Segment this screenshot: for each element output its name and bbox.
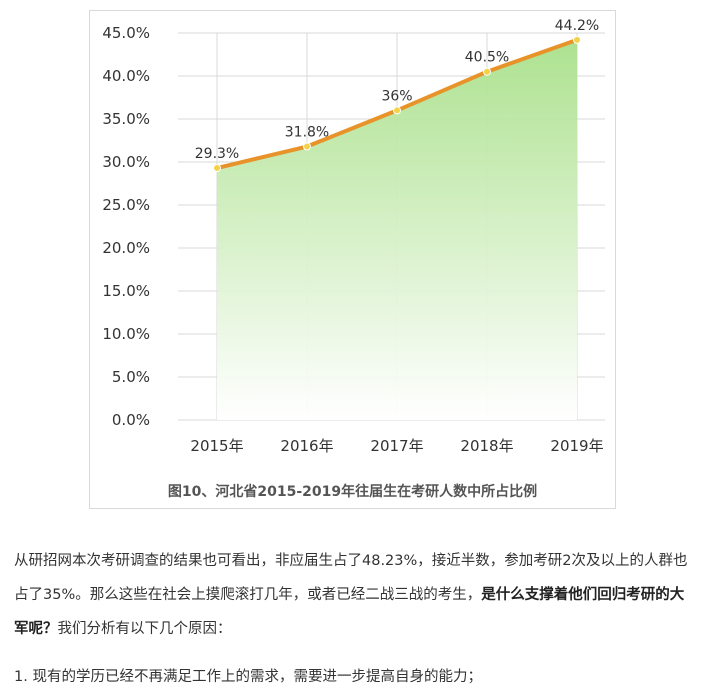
article-paragraph: 从研招网本次考研调查的结果也可看出，非应届生占了48.23%，接近半数，参加考研…	[14, 544, 694, 646]
chart-figure: 0.0% 5.0% 10.0% 15.0% 20.0% 25.0% 30.0% 35.0% 40…	[89, 10, 616, 509]
y-tick-label: 25.0%	[102, 196, 150, 214]
list-item: 1. 现有的学历已经不再满足工作上的需求，需要进一步提高自身的能力；	[14, 669, 482, 685]
y-tick-label: 45.0%	[102, 24, 150, 42]
y-tick-label: 40.0%	[102, 67, 150, 85]
figure-caption: 图10、河北省2015-2019年往届生在考研人数中所占比例	[167, 484, 538, 500]
x-tick-label: 2016年	[280, 437, 333, 455]
data-point	[483, 67, 491, 76]
y-tick-label: 5.0%	[112, 368, 150, 386]
data-point	[213, 164, 221, 173]
data-label: 36%	[381, 88, 412, 104]
y-tick-label: 10.0%	[102, 325, 150, 343]
paragraph-tail-text: 我们分析有以下几个原因：	[57, 621, 232, 637]
paragraph-text: 从研招网本次考研调查的结果也可看出，非应届生占了48.23%，接近半数，参加考研…	[14, 553, 688, 603]
data-point	[393, 106, 401, 115]
data-point	[573, 35, 581, 44]
data-label: 40.5%	[465, 50, 509, 66]
data-label: 29.3%	[195, 146, 239, 162]
data-point	[303, 142, 311, 151]
x-tick-label: 2018年	[460, 437, 513, 455]
y-tick-label: 15.0%	[102, 282, 150, 300]
data-label: 44.2%	[555, 18, 599, 34]
y-tick-label: 0.0%	[112, 411, 150, 429]
x-tick-label: 2015年	[190, 437, 243, 455]
data-label: 31.8%	[285, 125, 329, 141]
series-area	[217, 39, 577, 420]
y-tick-label: 20.0%	[102, 239, 150, 257]
line-area-chart: 0.0% 5.0% 10.0% 15.0% 20.0% 25.0% 30.0% 35.0% 40…	[102, 18, 605, 455]
paragraph-bold-text: 是什么支撑着他们回归考研的大军呢？	[14, 587, 685, 637]
article-body: 从研招网本次考研调查的结果也可看出，非应届生占了48.23%，接近半数，参加考研…	[14, 544, 694, 694]
y-tick-label: 35.0%	[102, 110, 150, 128]
x-tick-label: 2019年	[550, 437, 603, 455]
y-tick-label: 30.0%	[102, 153, 150, 171]
x-tick-label: 2017年	[370, 437, 423, 455]
